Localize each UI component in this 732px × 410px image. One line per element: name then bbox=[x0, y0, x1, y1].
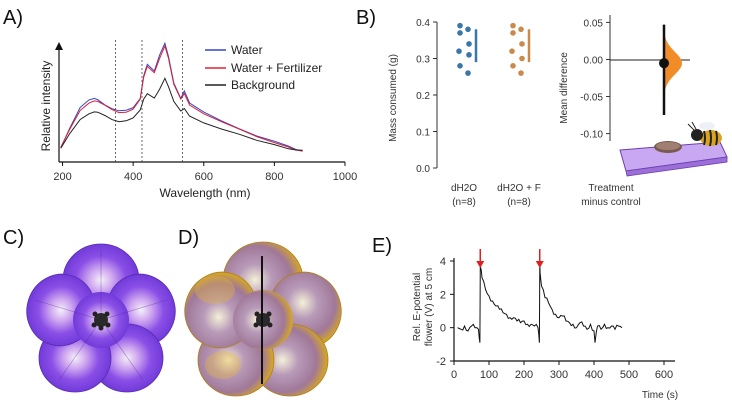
a-y-label: Relative intensity bbox=[39, 61, 53, 152]
b-point bbox=[465, 70, 471, 76]
e-x-tick-label: 100 bbox=[480, 369, 498, 381]
a-x-ticks: 200 400 600 800 1000 bbox=[53, 162, 357, 183]
panel-label-b: B) bbox=[356, 7, 376, 29]
b-point bbox=[510, 22, 516, 29]
b-point bbox=[457, 30, 463, 36]
b-left-points bbox=[456, 22, 531, 76]
e-x-tick-label: 0 bbox=[451, 369, 457, 381]
panel-d: D) bbox=[178, 227, 342, 397]
b-right-y-tick-label: -0.05 bbox=[580, 93, 603, 104]
e-stimulus-arrow-head bbox=[535, 261, 544, 268]
b-point bbox=[518, 26, 524, 33]
b-left-y-tick-label: 0.4 bbox=[416, 18, 430, 29]
b-point bbox=[456, 48, 462, 54]
b-left-group-labels: dH2O (n=8) dH2O + F (n=8) bbox=[451, 183, 541, 208]
e-y-ticks: 4 2 0 -2 bbox=[436, 256, 454, 368]
legend-label-fertilizer: Water + Fertilizer bbox=[231, 61, 322, 75]
e-x-tick-label: 500 bbox=[620, 369, 638, 381]
e-y-label-1: Rel. E-potential bbox=[412, 273, 423, 341]
legend-label-water: Water bbox=[231, 43, 263, 57]
b-point bbox=[457, 63, 463, 69]
e-x-label: Time (s) bbox=[642, 390, 678, 401]
b-group-label-water: dH2O bbox=[451, 183, 477, 194]
a-series-background bbox=[60, 77, 303, 151]
b-point bbox=[466, 41, 472, 47]
e-x-tick-label: 200 bbox=[515, 369, 533, 381]
b-group-n-water: (n=8) bbox=[452, 197, 476, 208]
flower-photo-purple bbox=[26, 243, 176, 393]
panel-label-e: E) bbox=[372, 235, 392, 257]
e-stimulus-arrow-head bbox=[476, 261, 485, 268]
b-left-y-label: Mass consumed (g) bbox=[388, 54, 399, 142]
panel-e: E) 4 2 0 -2 0 100 200 300 400 500 600 Rel. E-pote… bbox=[372, 235, 678, 401]
a-x-tick-label: 1000 bbox=[333, 171, 357, 183]
panel-a: A) 200 400 600 800 1000 Relative intensity W… bbox=[3, 7, 357, 200]
bee-icon bbox=[687, 121, 722, 147]
b-left-y-ticks: 0.0 0.1 0.2 0.3 0.4 bbox=[416, 18, 437, 175]
b-point bbox=[519, 41, 525, 47]
e-potential-trace bbox=[457, 260, 623, 343]
e-x-tick-label: 300 bbox=[550, 369, 568, 381]
b-right-y-label: Mean difference bbox=[559, 52, 570, 124]
a-x-tick-label: 600 bbox=[195, 171, 213, 183]
b-right-y-tick-label: -0.10 bbox=[580, 130, 603, 141]
b-left-y-tick-label: 0.1 bbox=[416, 128, 430, 139]
a-y-axis-arrow bbox=[55, 42, 63, 50]
b-point bbox=[457, 22, 463, 29]
e-x-tick-label: 600 bbox=[655, 369, 673, 381]
e-stimulus-arrows bbox=[476, 249, 544, 268]
flower-photo-false-color-split bbox=[184, 241, 342, 397]
e-y-tick-label: 2 bbox=[440, 289, 446, 301]
legend-label-background: Background bbox=[231, 78, 295, 92]
b-right-bootstrap-density bbox=[664, 15, 682, 130]
panel-c: C) bbox=[3, 227, 176, 393]
b-point bbox=[466, 52, 472, 58]
panel-b: B) 0.0 0.1 0.2 0.3 0.4 Mass consumed (g) dH2… bbox=[356, 7, 728, 208]
a-vlines bbox=[115, 40, 183, 162]
e-y-tick-label: -2 bbox=[436, 356, 446, 368]
b-right-y-tick-label: 0.00 bbox=[584, 55, 604, 66]
b-group-label-fertilizer: dH2O + F bbox=[497, 183, 541, 194]
a-series-water-fertilizer bbox=[60, 44, 303, 152]
a-x-tick-label: 800 bbox=[265, 171, 283, 183]
b-point bbox=[509, 48, 515, 54]
e-y-tick-label: 0 bbox=[440, 323, 446, 335]
b-right-y-tick-label: 0.05 bbox=[584, 18, 604, 29]
a-x-tick-label: 200 bbox=[53, 171, 71, 183]
e-x-tick-label: 400 bbox=[585, 369, 603, 381]
a-x-label: Wavelength (nm) bbox=[160, 186, 251, 200]
b-left-y-tick-label: 0.2 bbox=[416, 91, 430, 102]
b-left-y-tick-label: 0.3 bbox=[416, 55, 430, 66]
b-right-x-label-2: minus control bbox=[581, 197, 640, 208]
e-x-ticks: 0 100 200 300 400 500 600 bbox=[451, 361, 673, 381]
bee-feeder-illustration bbox=[619, 121, 728, 177]
b-point bbox=[465, 26, 471, 33]
b-point bbox=[510, 63, 516, 69]
b-point bbox=[519, 55, 525, 62]
b-left-y-tick-label: 0.0 bbox=[416, 164, 430, 175]
b-point bbox=[518, 70, 524, 76]
a-series-lines bbox=[60, 41, 303, 152]
e-y-tick-label: 4 bbox=[440, 256, 446, 268]
a-legend: Water Water + Fertilizer Background bbox=[205, 43, 322, 92]
b-right-y-ticks: 0.05 0.00 -0.05 -0.10 bbox=[580, 18, 610, 141]
e-y-label-2: flower (V) at 5 cm bbox=[424, 268, 435, 346]
panel-label-d: D) bbox=[178, 227, 199, 249]
flower-center bbox=[91, 311, 111, 331]
b-point bbox=[510, 30, 516, 36]
b-right-x-label-1: Treatment bbox=[588, 183, 633, 194]
panel-label-a: A) bbox=[3, 7, 23, 29]
b-group-n-fertilizer: (n=8) bbox=[507, 197, 531, 208]
panel-label-c: C) bbox=[3, 227, 24, 249]
b-right-mean-dot bbox=[659, 58, 669, 69]
a-x-tick-label: 400 bbox=[124, 171, 142, 183]
